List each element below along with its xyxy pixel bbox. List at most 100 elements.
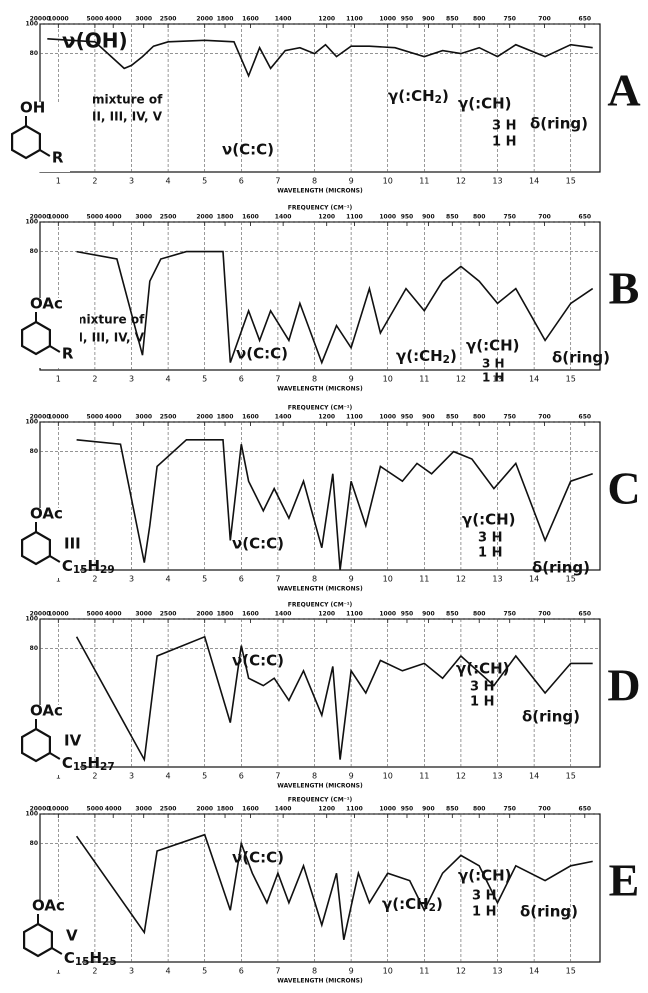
frequency-tick-label: 20000 xyxy=(30,16,51,23)
x-tick-label: 1 xyxy=(56,575,61,584)
bond xyxy=(49,752,61,760)
x-tick-label: 8 xyxy=(312,575,317,584)
panel-letter: A xyxy=(607,65,640,116)
benzene-ring xyxy=(23,922,53,958)
frequency-tick-label: 1800 xyxy=(217,611,234,618)
x-tick-label: 12 xyxy=(456,575,466,584)
frequency-tick-label: 1000 xyxy=(379,16,396,23)
annotation: 3 H xyxy=(470,680,494,695)
frequency-tick-label: 5000 xyxy=(87,16,104,23)
annotation: 3 H xyxy=(472,889,496,904)
annotation: γ(:CH) xyxy=(458,95,512,113)
side-chain-formula: C15H29 xyxy=(62,557,115,577)
annotation: γ(:CH2) xyxy=(382,895,443,915)
x-tick-label: 4 xyxy=(166,967,171,976)
frequency-tick-label: 10000 xyxy=(48,806,69,813)
x-tick-label: 12 xyxy=(456,177,466,186)
annotation: δ(ring) xyxy=(532,559,590,577)
x-tick-label: 6 xyxy=(239,177,244,186)
x-tick-label: 5 xyxy=(202,177,207,186)
frequency-tick-label: 900 xyxy=(422,611,435,618)
frequency-tick-label: 1200 xyxy=(318,16,335,23)
x-tick-label: 6 xyxy=(239,375,244,384)
y-tick-label: 100 xyxy=(25,419,38,426)
x-tick-label: 6 xyxy=(239,575,244,584)
frequency-tick-label: 3000 xyxy=(135,611,152,618)
frequency-tick-label: 2500 xyxy=(160,414,177,421)
side-chain-formula: C15H25 xyxy=(64,949,117,969)
frequency-tick-label: 900 xyxy=(422,806,435,813)
benzene-ring xyxy=(21,320,51,356)
x-tick-label: 1 xyxy=(56,772,61,781)
frequency-tick-label: 750 xyxy=(503,16,516,23)
text-piece: 27 xyxy=(100,761,115,773)
frequency-tick-label: 1100 xyxy=(346,16,363,23)
y-tick-label: 80 xyxy=(30,645,38,652)
text-piece: C xyxy=(62,557,73,575)
plot-frame xyxy=(39,813,601,963)
frequency-tick-label: 750 xyxy=(503,611,516,618)
x-tick-label: 9 xyxy=(349,375,354,384)
x-tick-label: 13 xyxy=(492,772,502,781)
frequency-tick-label: 650 xyxy=(579,806,592,813)
annotation: δ(ring) xyxy=(552,349,610,367)
frequency-tick-label: 650 xyxy=(579,16,592,23)
frequency-tick-label: 950 xyxy=(401,806,414,813)
benzene-ring xyxy=(11,124,41,160)
x-tick-label: 13 xyxy=(492,177,502,186)
frequency-tick-label: 10000 xyxy=(48,214,69,221)
text-piece: H xyxy=(87,557,100,575)
structure: OH R xyxy=(0,99,70,172)
x-tick-label: 11 xyxy=(419,967,429,976)
frequency-tick-label: 20000 xyxy=(30,214,51,221)
annotation: ν(C:C) xyxy=(232,652,284,670)
frequency-tick-label: 1800 xyxy=(217,16,234,23)
frequency-tick-label: 950 xyxy=(401,214,414,221)
substituent: OAc xyxy=(30,702,63,720)
frequency-tick-label: 10000 xyxy=(48,611,69,618)
x-axis-label: WAVELENGTH (MICRONS) xyxy=(277,586,363,593)
frequency-tick-label: 1200 xyxy=(318,611,335,618)
x-tick-label: 9 xyxy=(349,575,354,584)
ring-substituent: R xyxy=(62,345,74,363)
text-piece: ) xyxy=(442,87,449,105)
x2-axis-label: FREQUENCY (CM⁻¹) xyxy=(288,205,353,212)
frequency-tick-label: 1800 xyxy=(217,414,234,421)
annotation: 1 H xyxy=(492,135,516,150)
x-tick-label: 15 xyxy=(566,967,576,976)
annotation: γ(:CH) xyxy=(456,660,510,678)
x-tick-label: 3 xyxy=(129,967,134,976)
frequency-tick-label: 10000 xyxy=(48,16,69,23)
x-axis-label: WAVELENGTH (MICRONS) xyxy=(277,386,363,393)
frequency-tick-label: 1400 xyxy=(275,611,292,618)
frequency-tick-label: 1400 xyxy=(275,806,292,813)
annotation: γ(:CH2) xyxy=(396,347,457,367)
annotation: 1 H xyxy=(472,905,496,920)
frequency-tick-label: 850 xyxy=(446,611,459,618)
x-tick-label: 1 xyxy=(56,177,61,186)
frequency-tick-label: 850 xyxy=(446,414,459,421)
frequency-tick-label: 2000 xyxy=(196,806,213,813)
text-piece: ) xyxy=(450,347,457,365)
x-tick-label: 8 xyxy=(312,177,317,186)
x-tick-label: 2 xyxy=(92,375,97,384)
frequency-tick-label: 700 xyxy=(538,16,551,23)
text-piece: ) xyxy=(436,895,443,913)
x-tick-label: 2 xyxy=(92,967,97,976)
spectrum-trace xyxy=(75,833,593,940)
annotation: γ(:CH2) xyxy=(388,87,449,107)
x-tick-label: 15 xyxy=(566,375,576,384)
frequency-tick-label: 4000 xyxy=(105,16,122,23)
annotation: mixture of xyxy=(74,313,145,327)
x-tick-label: 11 xyxy=(419,375,429,384)
compound-label: III xyxy=(64,535,81,553)
y-tick-label: 80 xyxy=(30,50,38,57)
panel-letter: D xyxy=(607,660,640,711)
frequency-tick-label: 4000 xyxy=(105,414,122,421)
x-tick-label: 2 xyxy=(92,177,97,186)
x-tick-label: 13 xyxy=(492,575,502,584)
frequency-tick-label: 900 xyxy=(422,214,435,221)
text-piece: γ(:CH xyxy=(396,347,443,365)
frequency-tick-label: 1600 xyxy=(242,806,259,813)
frequency-tick-label: 1400 xyxy=(275,414,292,421)
